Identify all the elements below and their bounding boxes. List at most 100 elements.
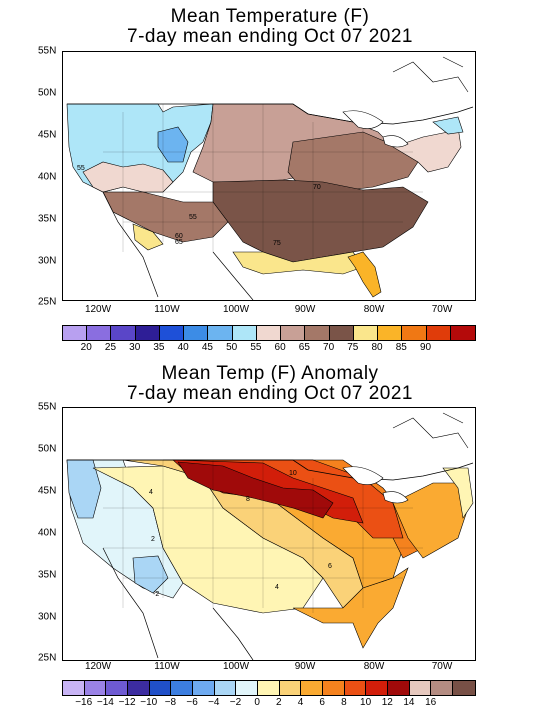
- legend-swatch: [106, 681, 129, 695]
- legend-swatch: [87, 326, 112, 340]
- anom-great-lakes: [342, 466, 409, 504]
- temp-contour-label: 75: [273, 240, 281, 247]
- temp-region-sw-warm: [132, 223, 164, 251]
- temp-lat-label: 45N: [38, 129, 57, 141]
- legend-swatch: [171, 681, 194, 695]
- temp-canada-border: [67, 103, 474, 125]
- anom-state-lines: [103, 460, 423, 613]
- temp-lat-label: 35N: [38, 213, 57, 225]
- legend-label: 6: [319, 697, 325, 708]
- legend-label: 4: [297, 697, 304, 708]
- temp-lon-label: 110W: [154, 304, 180, 315]
- temp-lat-label: 25N: [38, 296, 57, 308]
- temp-contour-label: 65: [175, 239, 183, 246]
- legend-label: 8: [341, 697, 347, 708]
- temp-lat-label: 55N: [38, 45, 57, 57]
- anom-map: 10 4 8 2 6 4 -2: [62, 407, 476, 661]
- legend-swatch: [149, 681, 172, 695]
- legend-swatch: [378, 326, 403, 340]
- legend-swatch: [453, 681, 475, 695]
- legend-label: −12: [118, 697, 136, 708]
- legend-swatch: [281, 326, 306, 340]
- legend-swatch: [388, 681, 410, 695]
- legend-swatch: [214, 681, 237, 695]
- anom-canada-border: [67, 459, 474, 481]
- anom-contour-label: 2: [151, 536, 155, 543]
- legend-label: 85: [395, 342, 407, 353]
- temp-lon-label: 100W: [222, 304, 250, 315]
- legend-swatch: [208, 326, 233, 340]
- legend-swatch: [128, 681, 150, 695]
- anom-lon-label: 90W: [294, 661, 316, 672]
- anom-lat-label: 55N: [38, 401, 57, 413]
- legend-swatch: [236, 681, 259, 695]
- temp-region-new-england: [432, 116, 464, 135]
- legend-swatch: [409, 681, 432, 695]
- temp-contour-label: 55: [77, 165, 85, 172]
- anom-canada-coast: [392, 412, 469, 449]
- legend-label: −10: [140, 697, 158, 708]
- legend-label: 16: [425, 697, 437, 708]
- temp-state-lines: [103, 104, 423, 257]
- legend-swatch: [63, 681, 85, 695]
- temp-lon-label: 120W: [84, 304, 112, 315]
- legend-label: 50: [226, 342, 238, 353]
- anom-contour-label: 6: [328, 563, 332, 570]
- temp-lon-label: 90W: [294, 304, 316, 315]
- legend-label: 65: [298, 342, 310, 353]
- legend-label: −2: [229, 697, 242, 708]
- legend-swatch: [111, 326, 136, 340]
- legend-label: 2: [276, 697, 282, 708]
- anom-title-line2: 7-day mean ending Oct 07 2021: [127, 383, 413, 404]
- temp-title-line1: Mean Temperature (F): [170, 6, 370, 27]
- temp-lon-label: 70W: [431, 304, 453, 315]
- legend-swatch: [329, 326, 354, 340]
- anom-lat-label: 45N: [38, 485, 57, 497]
- anom-contour-label: 4: [149, 489, 153, 496]
- legend-swatch: [232, 326, 257, 340]
- temp-lat-label: 50N: [38, 87, 57, 99]
- legend-label: 0: [254, 697, 260, 708]
- temp-map: 55 70 55 60 65 75: [62, 51, 476, 301]
- legend-swatch: [305, 326, 330, 340]
- anom-lat-label: 40N: [38, 527, 57, 539]
- legend-label: 10: [360, 697, 372, 708]
- anom-region-east-orange: [392, 482, 469, 559]
- legend-swatch: [135, 326, 160, 340]
- anom-contour-label: 8: [246, 496, 250, 503]
- legend-label: 35: [153, 342, 165, 353]
- legend-label: 60: [274, 342, 286, 353]
- legend-label: 14: [403, 697, 415, 708]
- temp-lat-label: 30N: [38, 255, 57, 267]
- legend-swatch: [184, 326, 209, 340]
- anom-contour-label: 10: [289, 470, 297, 477]
- legend-label: −16: [75, 697, 93, 708]
- legend-swatch: [426, 326, 451, 340]
- legend-label: 80: [371, 342, 383, 353]
- temp-region-south: [212, 179, 429, 263]
- legend-label: −8: [164, 697, 177, 708]
- temp-title-line2: 7-day mean ending Oct 07 2021: [127, 26, 413, 47]
- temp-canada-coast: [392, 56, 469, 93]
- legend-label: −14: [96, 697, 114, 708]
- anom-region-blue-sw: [132, 555, 169, 594]
- anom-contour-label: 4: [275, 584, 279, 591]
- anom-title-line1: Mean Temp (F) Anomaly: [161, 363, 379, 384]
- legend-swatch: [323, 681, 345, 695]
- legend-swatch: [344, 681, 367, 695]
- legend-swatch: [402, 326, 427, 340]
- temp-region-northeast: [392, 126, 462, 173]
- anom-map-svg: 10 4 8 2 6 4 -2: [66, 412, 474, 660]
- anom-lat-label: 50N: [38, 443, 57, 455]
- anom-lon-label: 80W: [363, 661, 385, 672]
- anom-contour-label: -2: [153, 591, 159, 598]
- anom-region-darkest-red: [177, 461, 334, 519]
- anom-lon-label: 110W: [154, 661, 180, 672]
- anom-region-ne-pale: [442, 467, 474, 519]
- anom-legend-colorbar: [62, 680, 476, 696]
- legend-label: 70: [323, 342, 335, 353]
- temp-contour-label: 60: [175, 233, 183, 240]
- legend-label: −6: [186, 697, 198, 708]
- temp-lon-label: 80W: [363, 304, 385, 315]
- temp-lat-label: 40N: [38, 171, 57, 183]
